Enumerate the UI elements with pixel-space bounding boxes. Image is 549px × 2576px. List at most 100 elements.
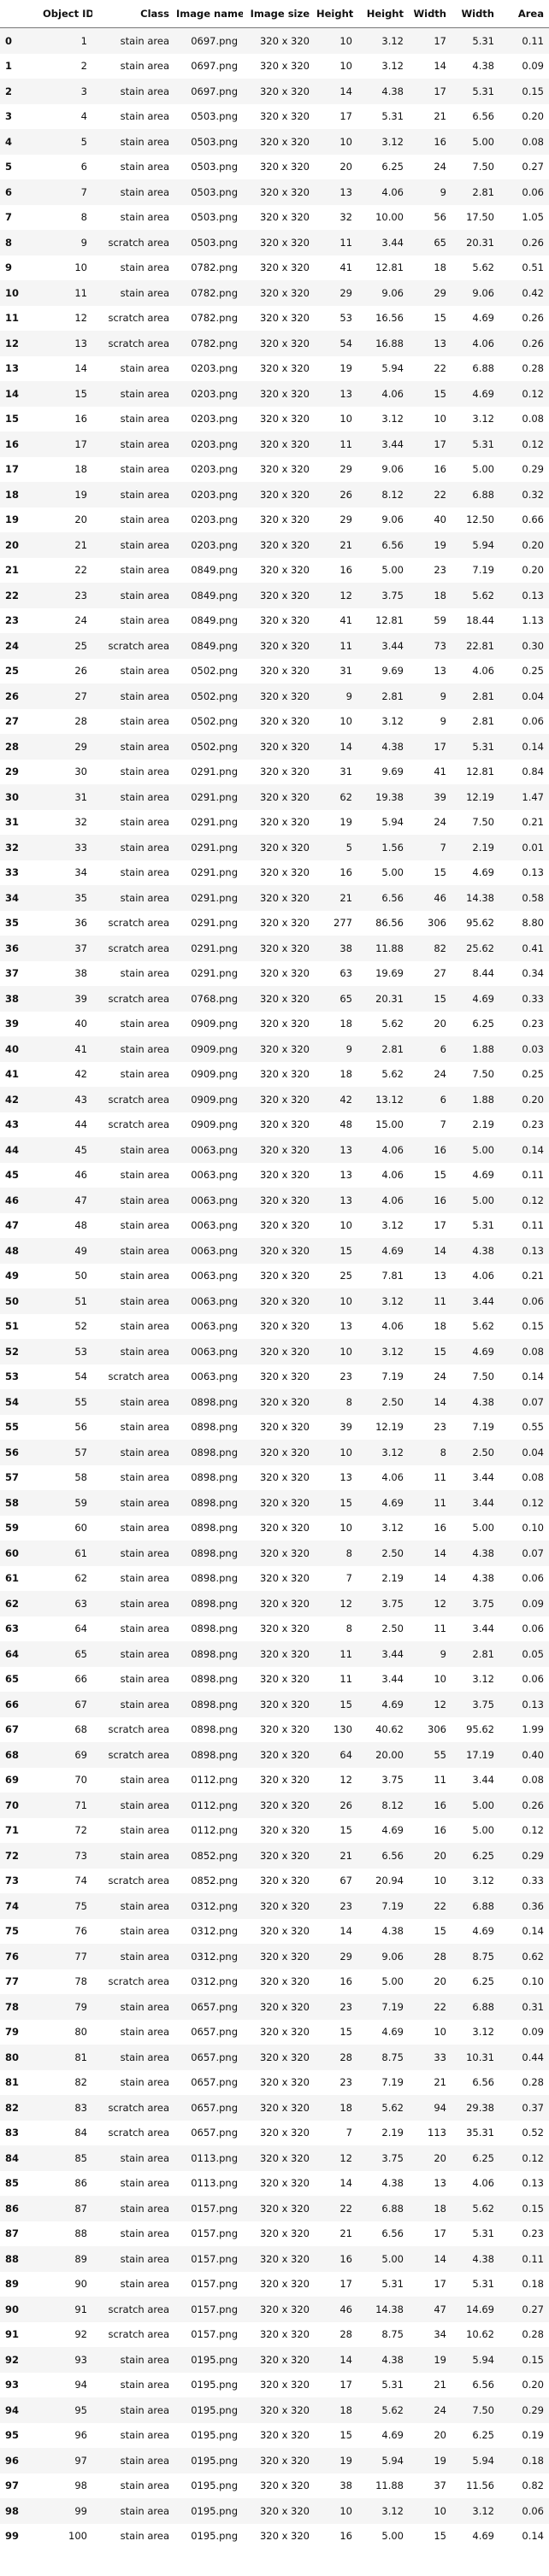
cell-area: 0.13 [499,583,549,608]
cell-image-size: 320 x 320 [259,261,310,274]
cell-index: 44 [0,1137,41,1163]
cell-width-pct: 5.62 [452,2196,499,2221]
cell-height-pct: 8.75 [381,2328,404,2341]
cell-area: 0.29 [522,463,544,476]
cell-area: 0.32 [499,482,549,508]
cell-image-size: 320 x 320 [259,1370,310,1383]
cell-class: stain area [120,564,169,577]
cell-class: stain area [120,1522,169,1534]
cell-image-name: 0291.png [174,936,243,961]
cell-image-name: 0898.png [191,1723,238,1736]
cell-width-px: 7 [440,1118,446,1131]
table-row: 63 64 stain area 0898.png 320 x 320 8 2.50 11 3.… [0,1617,549,1642]
cell-class: stain area [120,2177,169,2190]
cell-object-id: 16 [74,413,87,425]
cell-height-px: 29 [339,513,352,526]
cell-height-pct: 4.38 [357,734,409,760]
cell-image-size: 320 x 320 [259,2429,310,2442]
cell-width-px: 15 [434,312,446,325]
cell-image-size: 320 x 320 [243,431,315,457]
cell-width-pct: 8.75 [452,1944,499,1969]
cell-width-px: 27 [434,967,446,980]
cell-height-px: 39 [339,1421,352,1434]
cell-height-px: 15 [315,1692,357,1717]
cell-image-name: 0697.png [191,60,238,73]
cell-height-px: 19 [315,2448,357,2473]
cell-object-id: 11 [41,280,92,306]
cell-class: stain area [92,2498,174,2524]
cell-height-pct: 2.50 [381,1622,404,1635]
table-header-row: Object ID Class Image name Image size Height… [0,0,549,28]
cell-area: 0.26 [499,1793,549,1818]
cell-image-name: 0898.png [174,1591,243,1617]
cell-height-pct: 2.19 [381,1572,404,1585]
cell-image-size: 320 x 320 [243,936,315,961]
cell-height-pct: 3.44 [357,633,409,659]
cell-class: stain area [92,1490,174,1516]
cell-width-px: 10 [434,1673,446,1686]
cell-height-px: 16 [339,564,352,577]
cell-area: 0.15 [499,2347,549,2373]
cell-object-id: 46 [74,1169,87,1182]
cell-class: stain area [92,1036,174,1062]
cell-object-id: 72 [74,1824,87,1837]
cell-image-name: 0909.png [191,1068,238,1081]
cell-height-pct: 3.44 [381,1673,404,1686]
table-row: 18 19 stain area 0203.png 320 x 320 26 8.12 22 6… [0,482,549,508]
cell-index: 90 [0,2297,41,2322]
cell-object-id: 81 [41,2045,92,2070]
cell-area: 0.66 [522,513,544,526]
cell-height-pct: 14.38 [357,2297,409,2322]
cell-width-pct: 7.50 [472,816,494,829]
cell-object-id: 60 [74,1522,87,1534]
cell-width-pct: 7.50 [452,2397,499,2423]
cell-object-id: 21 [41,532,92,558]
cell-image-name: 0849.png [174,583,243,608]
cell-index: 10 [0,280,41,306]
cell-index: 81 [5,2076,20,2089]
cell-image-name: 0657.png [191,2026,238,2039]
cell-image-size: 320 x 320 [259,564,310,577]
cell-class: stain area [120,463,169,476]
cell-image-name: 0063.png [191,1270,238,1282]
cell-object-id: 96 [74,2429,87,2442]
cell-index: 89 [5,2278,20,2291]
cell-class: stain area [92,1540,174,1566]
cell-image-size: 320 x 320 [259,1824,310,1837]
table-row: 69 70 stain area 0112.png 320 x 320 12 3.75 11 3… [0,1768,549,1793]
cell-area: 0.25 [522,1068,544,1081]
cell-width-px: 17 [409,431,452,457]
cell-area: 0.42 [499,280,549,306]
cell-index: 8 [0,230,41,255]
cell-object-id: 53 [41,1339,92,1364]
cell-class: stain area [120,2026,169,2039]
cell-width-px: 18 [434,261,446,274]
cell-index: 45 [5,1169,20,1182]
cell-image-name: 0898.png [191,1522,238,1534]
cell-width-pct: 4.69 [472,2530,494,2543]
cell-height-pct: 9.69 [381,665,404,678]
cell-image-name: 0782.png [174,280,243,306]
cell-width-pct: 5.31 [472,2227,494,2240]
table-row: 71 72 stain area 0112.png 320 x 320 15 4.69 16 5… [0,1818,549,1844]
cell-image-size: 320 x 320 [259,1320,310,1333]
cell-height-pct: 4.06 [381,1320,404,1333]
cell-width-pct: 4.06 [472,2177,494,2190]
cell-area: 0.12 [499,381,549,407]
cell-area: 0.28 [522,362,544,375]
table-row: 75 76 stain area 0312.png 320 x 320 14 4.38 15 4… [0,1919,549,1945]
cell-height-pct: 12.19 [375,1421,404,1434]
cell-height-px: 12 [315,583,357,608]
cell-class: stain area [120,665,169,678]
cell-object-id: 100 [68,2530,87,2543]
table-row: 79 80 stain area 0657.png 320 x 320 15 4.69 10 3… [0,2020,549,2045]
table-row: 11 12 scratch area 0782.png 320 x 320 53 16.56… [0,306,549,332]
cell-area: 0.13 [499,1692,549,1717]
cell-image-name: 0849.png [174,633,243,659]
cell-index: 1 [5,60,13,73]
table-row: 32 33 stain area 0291.png 320 x 320 5 1.56 7 2.1… [0,835,549,860]
cell-width-pct: 2.50 [452,1440,499,1465]
cell-class: scratch area [92,633,174,659]
cell-class: stain area [120,816,169,829]
cell-height-px: 13 [315,381,357,407]
